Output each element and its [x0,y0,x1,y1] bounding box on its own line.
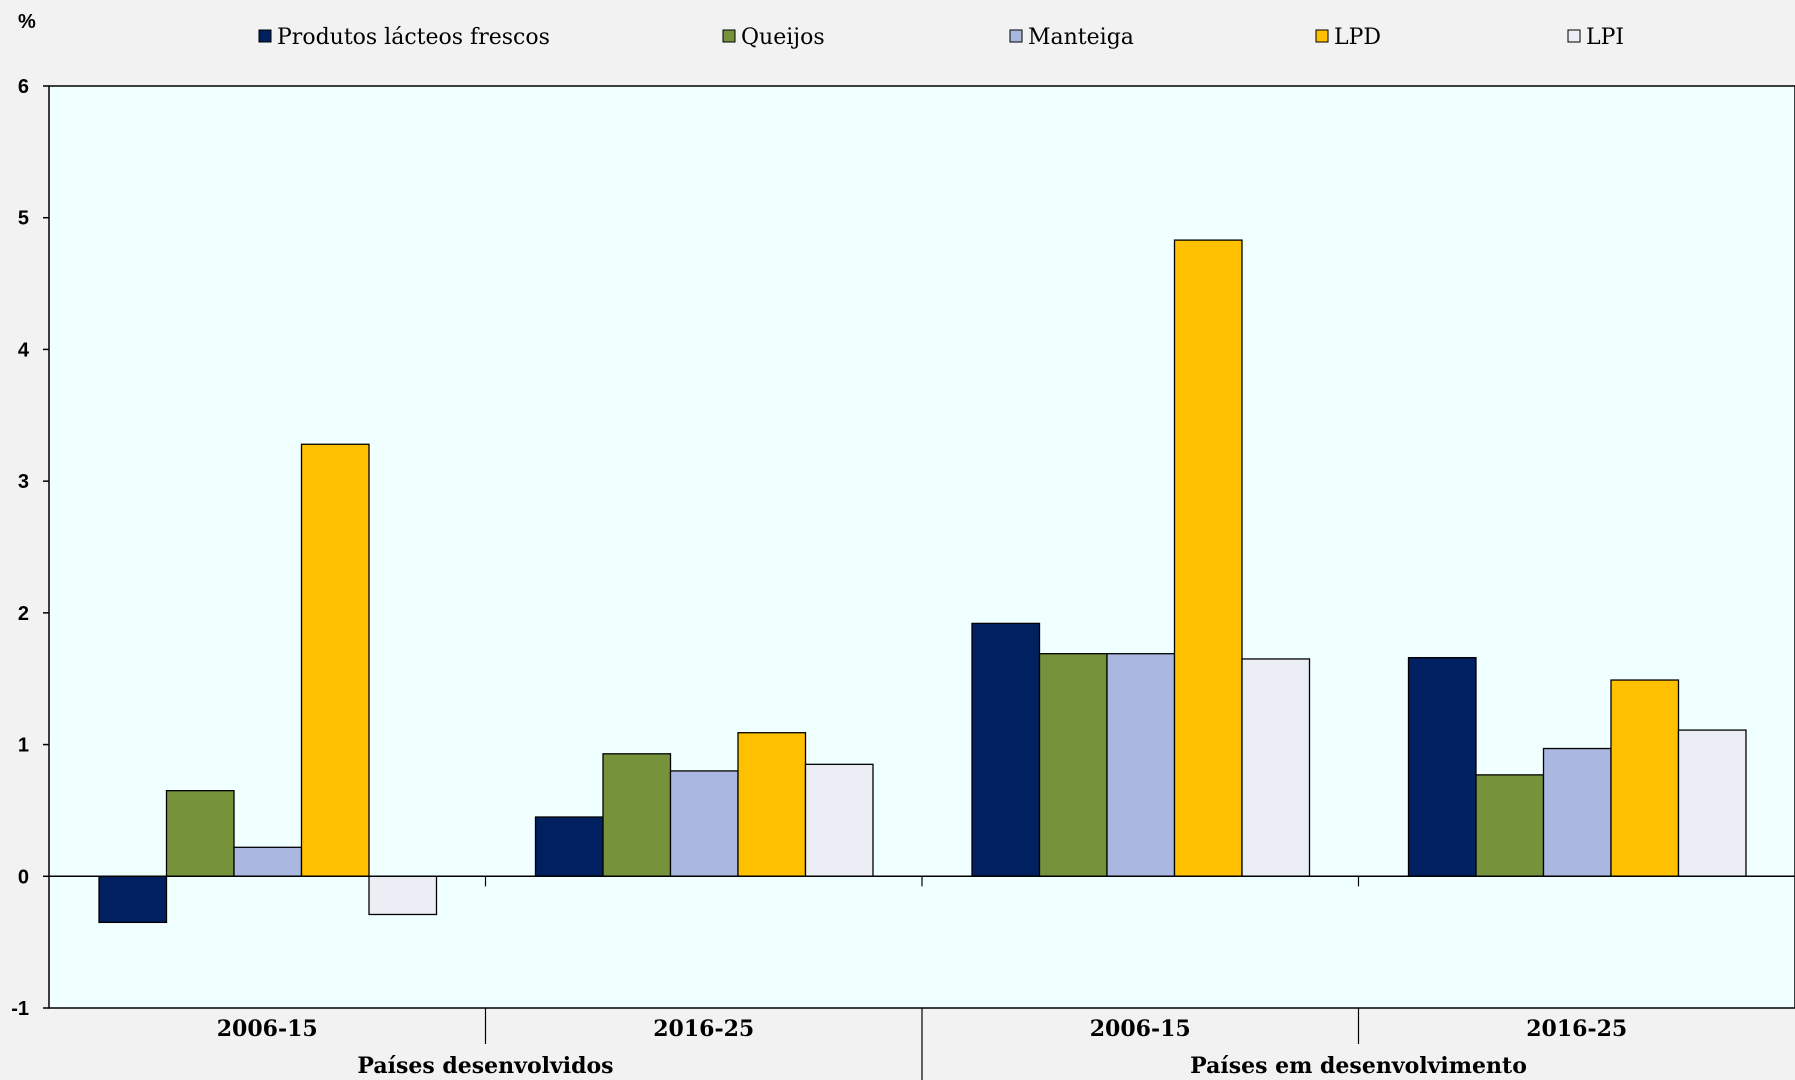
legend-label: Queijos [741,25,825,50]
legend-item: Manteiga [1009,25,1134,50]
bar [737,732,807,877]
bar [1407,656,1477,877]
bar [669,770,739,877]
bar [1677,729,1747,877]
group-label: Países em desenvolvimento [1190,1053,1527,1079]
bar [1173,239,1243,877]
legend-item: Produtos lácteos frescos [258,25,550,50]
y-tick-label: 1 [18,735,29,757]
x-axis: 2006-15 2016-25 2006-15 2016-25 Países desen… [217,1008,1627,1080]
bar [165,790,235,877]
y-tick-label: -1 [11,998,29,1020]
category-label: 2006-15 [1090,1016,1191,1042]
legend-item: LPI [1567,25,1624,50]
y-tick-label: 6 [18,76,29,98]
bar [1542,747,1612,877]
zero-line [49,875,1795,887]
legend-label: LPI [1586,25,1624,50]
y-tick-label: 2 [18,603,29,625]
bar [804,763,874,877]
bar [233,846,303,877]
y-tick-label: 5 [18,208,29,230]
legend-swatch [722,29,736,43]
legend-label: LPD [1334,25,1381,50]
bar [971,622,1041,877]
legend-swatch [1567,29,1581,43]
bars [98,239,1747,924]
category-label: 2016-25 [1526,1016,1627,1042]
bar [1038,653,1108,877]
legend-item: Queijos [722,25,825,50]
y-tick-label: 4 [18,339,30,361]
legend-swatch [258,29,272,43]
y-axis: 6 5 4 3 2 1 0 -1 [11,76,49,1020]
bar [1475,774,1545,877]
bar [1106,653,1176,877]
bar [1610,679,1680,877]
bar [98,875,168,924]
y-tick-label: 0 [18,866,29,888]
category-label: 2006-15 [217,1016,318,1042]
y-tick-label: 3 [18,471,29,493]
legend-item: LPD [1315,25,1381,50]
legend: Produtos lácteos frescos Queijos Manteiga L… [258,25,1624,50]
bar [534,816,604,877]
legend-label: Produtos lácteos frescos [277,25,550,50]
legend-swatch [1009,29,1023,43]
bar [300,443,370,877]
category-label: 2016-25 [653,1016,754,1042]
bar [602,753,672,877]
bar [1241,658,1311,877]
legend-swatch [1315,29,1329,43]
legend-label: Manteiga [1028,25,1134,50]
y-unit-label: % [18,11,36,33]
group-label: Países desenvolvidos [357,1053,613,1079]
bar [368,875,438,916]
